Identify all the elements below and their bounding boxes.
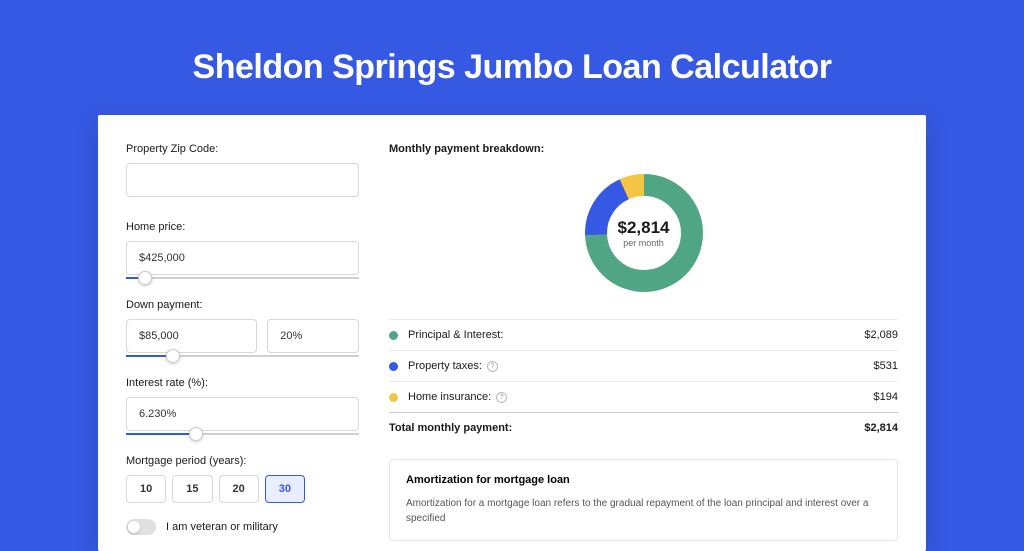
breakdown-title: Monthly payment breakdown: [389, 143, 898, 155]
price-slider[interactable] [126, 277, 359, 279]
rate-slider[interactable] [126, 433, 359, 435]
period-btn-15[interactable]: 15 [172, 475, 212, 503]
down-amount-input[interactable] [126, 319, 257, 353]
period-field-group: Mortgage period (years): 10 15 20 30 [126, 455, 359, 503]
info-icon[interactable]: ? [496, 392, 507, 403]
price-label: Home price: [126, 221, 359, 233]
legend-dot-principal [389, 331, 398, 340]
amortization-text: Amortization for a mortgage loan refers … [406, 496, 881, 526]
down-field-group: Down payment: [126, 299, 359, 357]
breakdown-row-taxes: Property taxes: ? $531 [389, 350, 898, 381]
donut-center: $2,814 per month [618, 218, 670, 248]
period-btn-10[interactable]: 10 [126, 475, 166, 503]
rate-slider-thumb[interactable] [189, 427, 203, 441]
down-slider-thumb[interactable] [166, 349, 180, 363]
donut-chart-wrap: $2,814 per month [389, 171, 898, 295]
period-buttons: 10 15 20 30 [126, 475, 359, 503]
breakdown-label-text: Total monthly payment: [389, 422, 512, 434]
period-label: Mortgage period (years): [126, 455, 359, 467]
price-slider-thumb[interactable] [138, 271, 152, 285]
rate-label: Interest rate (%): [126, 377, 359, 389]
input-column: Property Zip Code: Home price: Down paym… [98, 115, 379, 551]
breakdown-label-text: Property taxes: [408, 360, 482, 372]
breakdown-label-insurance: Home insurance: ? [408, 391, 874, 403]
legend-dot-insurance [389, 393, 398, 402]
breakdown-value-principal: $2,089 [864, 329, 898, 341]
calculator-card: Property Zip Code: Home price: Down paym… [98, 115, 926, 551]
breakdown-column: Monthly payment breakdown: $2,814 per mo… [379, 115, 926, 551]
breakdown-label-total: Total monthly payment: [389, 422, 864, 434]
legend-dot-taxes [389, 362, 398, 371]
zip-input[interactable] [126, 163, 359, 197]
period-btn-30[interactable]: 30 [265, 475, 305, 503]
breakdown-value-taxes: $531 [874, 360, 898, 372]
donut-sub: per month [618, 238, 670, 248]
breakdown-label-principal: Principal & Interest: [408, 329, 864, 341]
rate-slider-fill [126, 433, 196, 435]
amortization-card: Amortization for mortgage loan Amortizat… [389, 459, 898, 541]
donut-chart: $2,814 per month [582, 171, 706, 295]
price-field-group: Home price: [126, 221, 359, 279]
veteran-label: I am veteran or military [166, 521, 278, 533]
zip-field-group: Property Zip Code: [126, 143, 359, 201]
breakdown-label-taxes: Property taxes: ? [408, 360, 874, 372]
rate-field-group: Interest rate (%): [126, 377, 359, 435]
info-icon[interactable]: ? [487, 361, 498, 372]
donut-amount: $2,814 [618, 218, 670, 238]
breakdown-value-insurance: $194 [874, 391, 898, 403]
page-title: Sheldon Springs Jumbo Loan Calculator [0, 0, 1024, 115]
zip-label: Property Zip Code: [126, 143, 359, 155]
breakdown-label-text: Principal & Interest: [408, 329, 503, 341]
breakdown-row-principal: Principal & Interest: $2,089 [389, 319, 898, 350]
breakdown-label-text: Home insurance: [408, 391, 491, 403]
breakdown-row-total: Total monthly payment: $2,814 [389, 412, 898, 443]
down-pct-input[interactable] [267, 319, 359, 353]
veteran-toggle[interactable] [126, 519, 156, 535]
veteran-toggle-knob [128, 521, 140, 533]
down-label: Down payment: [126, 299, 359, 311]
rate-input[interactable] [126, 397, 359, 431]
down-slider[interactable] [126, 355, 359, 357]
amortization-title: Amortization for mortgage loan [406, 474, 881, 486]
period-btn-20[interactable]: 20 [219, 475, 259, 503]
veteran-toggle-row: I am veteran or military [126, 519, 359, 535]
breakdown-row-insurance: Home insurance: ? $194 [389, 381, 898, 412]
price-input[interactable] [126, 241, 359, 275]
breakdown-value-total: $2,814 [864, 422, 898, 434]
